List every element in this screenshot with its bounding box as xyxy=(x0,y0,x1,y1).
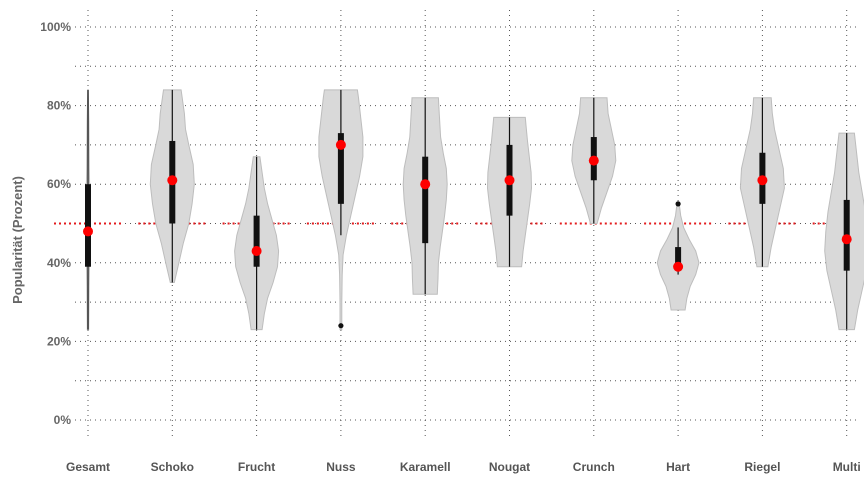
category-label: Gesamt xyxy=(66,460,110,474)
category-label: Riegel xyxy=(744,460,780,474)
y-tick-label: 0% xyxy=(54,413,72,427)
iqr-box xyxy=(337,133,344,204)
y-axis-title: Popularität (Prozent) xyxy=(10,176,25,304)
iqr-box xyxy=(85,184,91,267)
category-label: Nuss xyxy=(326,460,356,474)
outlier-point xyxy=(338,323,344,329)
median-point xyxy=(83,226,93,237)
median-point xyxy=(757,175,768,186)
category-label: Nougat xyxy=(489,460,530,474)
median-point xyxy=(167,175,178,186)
category-label: Frucht xyxy=(238,460,275,474)
y-tick-label: 80% xyxy=(47,99,71,113)
category-label: Karamell xyxy=(400,460,451,474)
axis-layer: 0% 20% 40% 60% 80% 100% Gesamt Schoko Frucht Nuss… xyxy=(40,20,860,474)
iqr-box xyxy=(253,215,260,267)
category-label: Crunch xyxy=(573,460,615,474)
category-label: Hart xyxy=(666,460,690,474)
median-point xyxy=(420,179,431,190)
grid-layer xyxy=(75,10,858,436)
category-label: Schoko xyxy=(151,460,194,474)
iqr-box xyxy=(422,156,429,244)
median-point xyxy=(251,246,262,257)
median-point xyxy=(588,155,599,166)
y-tick-label: 40% xyxy=(47,256,71,270)
y-tick-label: 100% xyxy=(40,20,71,34)
category-label: Multi xyxy=(833,460,861,474)
violin-layer xyxy=(83,89,864,331)
iqr-box xyxy=(675,247,682,271)
median-point xyxy=(504,175,515,186)
median-point xyxy=(841,234,852,245)
y-tick-label: 60% xyxy=(47,177,71,191)
outlier-point xyxy=(675,201,681,207)
y-tick-label: 20% xyxy=(47,334,71,348)
median-point xyxy=(335,139,346,150)
median-point xyxy=(673,261,684,272)
